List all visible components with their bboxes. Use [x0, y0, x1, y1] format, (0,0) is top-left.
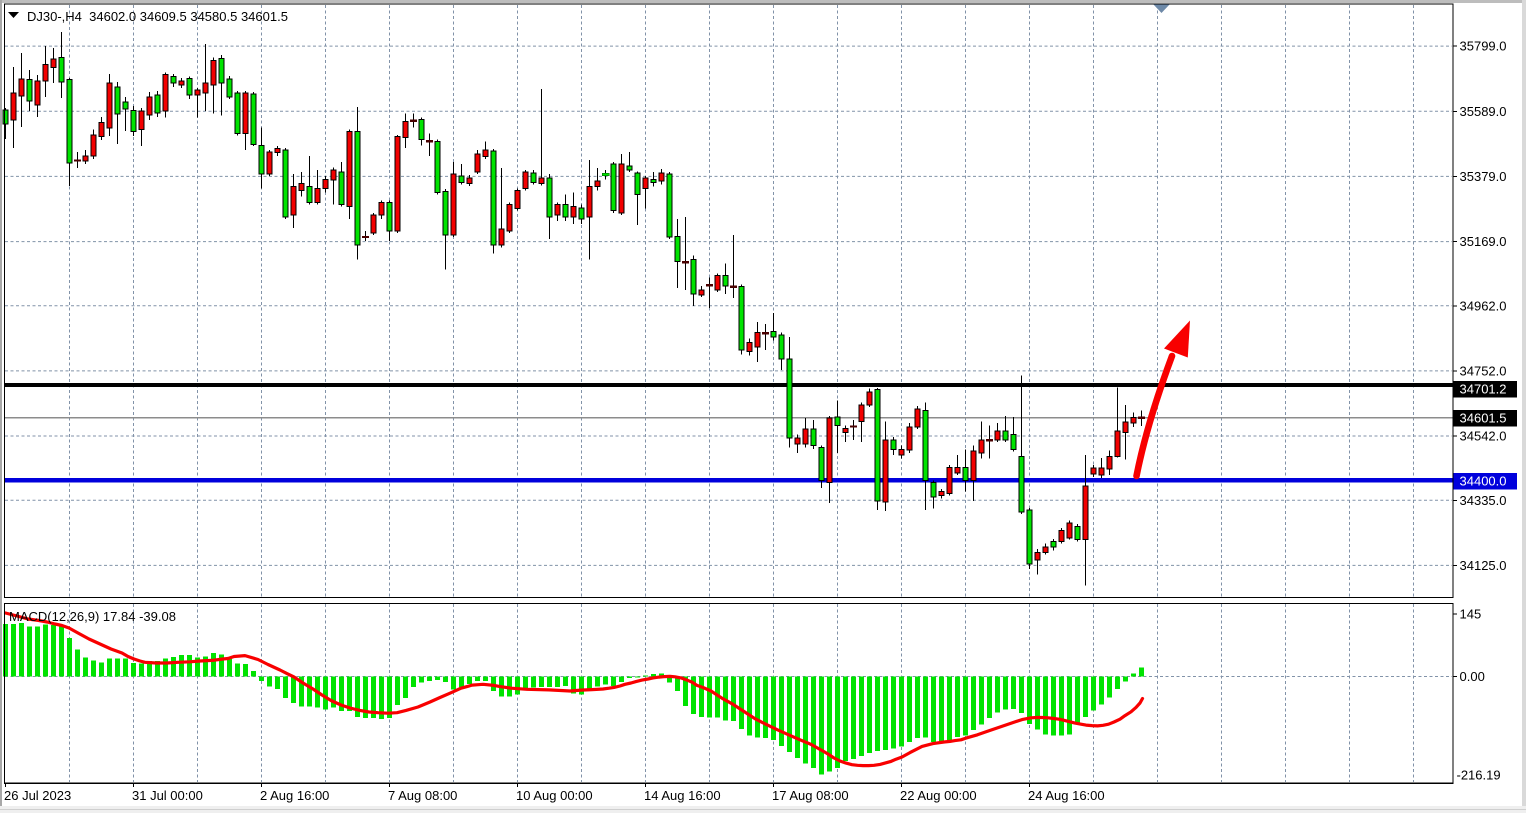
svg-text:DJ30-,H4 34602.0 34609.5 3458: DJ30-,H4 34602.0 34609.5 34580.5 34601.5	[27, 9, 288, 24]
svg-text:10 Aug 00:00: 10 Aug 00:00	[516, 788, 593, 803]
svg-text:34962.0: 34962.0	[1460, 298, 1507, 313]
svg-text:35799.0: 35799.0	[1460, 39, 1507, 54]
svg-text:7 Aug 08:00: 7 Aug 08:00	[388, 788, 457, 803]
svg-text:14 Aug 16:00: 14 Aug 16:00	[644, 788, 721, 803]
svg-text:26 Jul 2023: 26 Jul 2023	[4, 788, 71, 803]
svg-text:34125.0: 34125.0	[1460, 558, 1507, 573]
svg-text:34701.2: 34701.2	[1460, 382, 1507, 397]
svg-text:17 Aug 08:00: 17 Aug 08:00	[772, 788, 849, 803]
svg-text:2 Aug 16:00: 2 Aug 16:00	[260, 788, 329, 803]
svg-text:22 Aug 00:00: 22 Aug 00:00	[900, 788, 977, 803]
svg-text:35169.0: 35169.0	[1460, 234, 1507, 249]
svg-text:35379.0: 35379.0	[1460, 169, 1507, 184]
svg-text:34752.0: 34752.0	[1460, 363, 1507, 378]
svg-text:31 Jul 00:00: 31 Jul 00:00	[132, 788, 203, 803]
svg-text:34400.0: 34400.0	[1460, 474, 1507, 489]
svg-text:0.00: 0.00	[1460, 669, 1485, 684]
svg-text:34601.5: 34601.5	[1460, 411, 1507, 426]
svg-text:MACD(12,26,9) 17.84 -39.08: MACD(12,26,9) 17.84 -39.08	[9, 609, 176, 624]
svg-text:145: 145	[1460, 607, 1482, 622]
svg-text:-216.19: -216.19	[1457, 768, 1501, 783]
svg-text:34335.0: 34335.0	[1460, 493, 1507, 508]
svg-text:35589.0: 35589.0	[1460, 104, 1507, 119]
svg-text:24 Aug 16:00: 24 Aug 16:00	[1028, 788, 1105, 803]
svg-text:34542.0: 34542.0	[1460, 429, 1507, 444]
